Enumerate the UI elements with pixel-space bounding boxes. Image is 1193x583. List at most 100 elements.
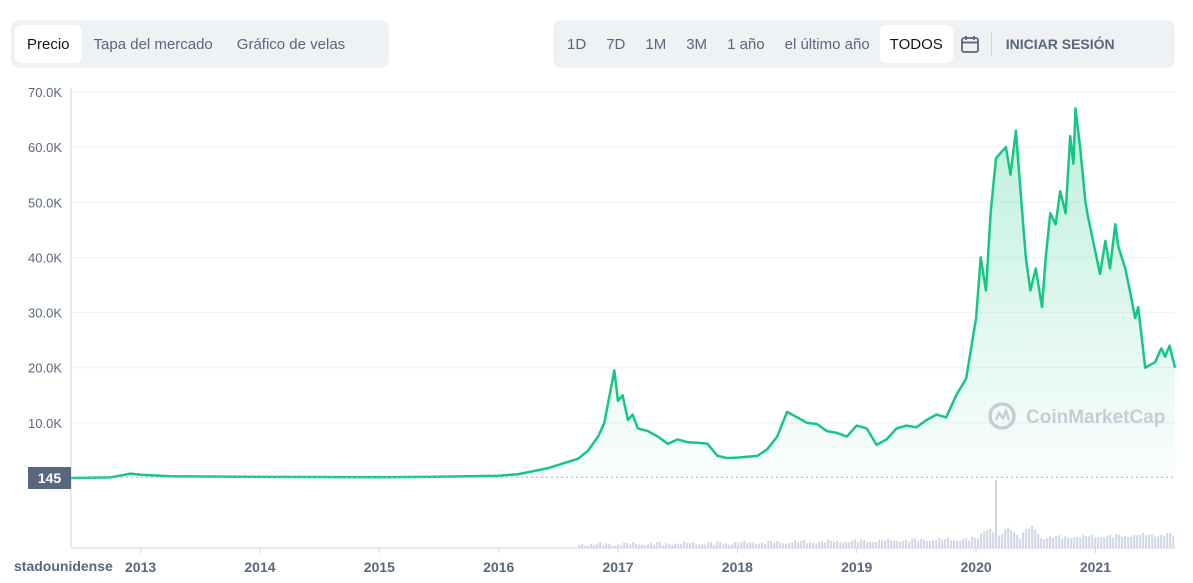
volume-bar	[1124, 535, 1127, 548]
volume-bar	[806, 543, 809, 548]
price-line	[70, 107, 1177, 480]
volume-bar	[1163, 536, 1166, 548]
volume-bar	[731, 544, 734, 548]
volume-bar	[1136, 535, 1139, 548]
y-tick-label: 70.0K	[28, 85, 62, 100]
volume-bar	[770, 541, 773, 548]
volume-bar	[902, 541, 905, 548]
volume-bar	[650, 542, 653, 548]
volume-bar	[767, 540, 770, 548]
tab-precio[interactable]: Precio	[15, 25, 82, 63]
volume-bar	[812, 542, 815, 548]
volume-bar	[689, 543, 692, 548]
volume-bar	[947, 537, 950, 548]
login-button[interactable]: INICIAR SESIÓN	[1005, 36, 1115, 52]
y-tick-label: 20.0K	[28, 361, 62, 376]
volume-bar	[782, 543, 785, 548]
volume-bar	[632, 542, 635, 548]
volume-bar	[1103, 537, 1106, 548]
range-el-ultimo-ano-button[interactable]: el último año	[784, 35, 870, 53]
volume-bar	[944, 538, 947, 548]
volume-bar	[956, 540, 959, 548]
volume-bar	[1166, 533, 1169, 548]
volume-bar	[938, 537, 941, 548]
volume-bar	[836, 540, 839, 548]
current-value-text: 145	[38, 470, 62, 486]
volume-bar	[992, 532, 995, 548]
calendar-icon[interactable]	[953, 25, 987, 63]
y-tick-label: 60.0K	[28, 140, 62, 155]
volume-bars	[578, 480, 1175, 548]
volume-bar	[581, 544, 584, 548]
x-tick-label: 2014	[244, 559, 275, 575]
volume-bar	[602, 545, 605, 548]
volume-bar	[797, 542, 800, 548]
range-1m-button[interactable]: 1M	[645, 35, 667, 53]
volume-bar	[911, 538, 914, 548]
volume-bar	[866, 542, 869, 548]
volume-bar	[884, 540, 887, 548]
volume-bar	[833, 541, 836, 548]
volume-bar	[593, 544, 596, 548]
volume-bar	[929, 541, 932, 548]
range-todos-button[interactable]: TODOS	[879, 25, 953, 63]
range-7d-button[interactable]: 7D	[606, 35, 626, 53]
range-1d-button[interactable]: 1D	[567, 35, 587, 53]
volume-bar	[1109, 534, 1112, 548]
volume-bar	[1016, 534, 1019, 548]
volume-bar	[1127, 537, 1130, 548]
volume-bar	[764, 544, 767, 548]
volume-bar	[680, 543, 683, 548]
volume-bar	[584, 545, 587, 548]
volume-bar	[578, 545, 581, 548]
volume-bar	[629, 544, 632, 548]
volume-bar	[803, 540, 806, 548]
volume-bar	[860, 539, 863, 548]
volume-bar	[1097, 537, 1100, 548]
price-area	[71, 108, 1175, 478]
x-tick-label: 2015	[364, 559, 395, 575]
volume-bar	[671, 545, 674, 548]
volume-bar	[1073, 537, 1076, 548]
volume-bar	[815, 543, 818, 548]
tab-tapa-del-mercado[interactable]: Tapa del mercado	[93, 35, 213, 53]
volume-bar	[608, 543, 611, 548]
volume-bar	[1007, 527, 1010, 548]
range-3m-button[interactable]: 3M	[686, 35, 708, 53]
volume-bar	[842, 543, 845, 548]
volume-bar	[644, 545, 647, 548]
volume-bar	[875, 542, 878, 548]
volume-bar	[965, 538, 968, 548]
volume-bar	[926, 541, 929, 548]
volume-bar	[1010, 530, 1013, 548]
volume-bar	[830, 540, 833, 548]
volume-bar	[713, 544, 716, 548]
tab-grafico-de-velas[interactable]: Gráfico de velas	[236, 35, 346, 53]
volume-bar	[1112, 537, 1115, 548]
volume-bar	[707, 542, 710, 548]
volume-bar	[665, 543, 668, 548]
volume-bar	[617, 544, 620, 548]
volume-bar	[878, 539, 881, 548]
volume-bar	[917, 541, 920, 548]
volume-bar	[905, 539, 908, 548]
volume-bar	[1151, 534, 1154, 548]
volume-bar	[869, 541, 872, 548]
x-tick-label: 2017	[602, 559, 633, 575]
volume-bar	[590, 543, 593, 548]
volume-bar	[1013, 532, 1016, 548]
volume-bar	[794, 540, 797, 548]
y-axis-labels: 70.0K 60.0K 50.0K 40.0K 30.0K 20.0K 10.0K	[28, 85, 62, 431]
volume-bar	[1157, 536, 1160, 548]
volume-bar	[1082, 534, 1085, 548]
volume-bar	[740, 542, 743, 548]
range-toolbar: 1D 7D 1M 3M 1 año el último año TODOS INICIAR S…	[553, 20, 1175, 68]
volume-bar	[986, 530, 989, 548]
range-1-ano-button[interactable]: 1 año	[727, 35, 765, 53]
x-tick-label: 2020	[961, 559, 992, 575]
volume-bar	[647, 544, 650, 548]
volume-bar	[1106, 535, 1109, 548]
volume-bar	[1004, 529, 1007, 548]
volume-bar	[704, 544, 707, 548]
volume-bar	[824, 542, 827, 548]
